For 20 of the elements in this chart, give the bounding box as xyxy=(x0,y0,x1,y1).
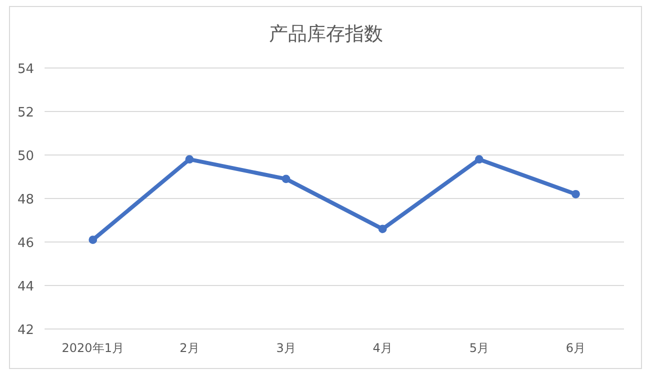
point xyxy=(88,236,98,244)
x-tick-label: 5月 xyxy=(469,341,489,355)
x-tick-label: 6月 xyxy=(566,341,586,355)
point xyxy=(572,190,580,198)
y-tick-label: 46 xyxy=(17,236,34,251)
y-tick-label: 50 xyxy=(17,149,34,164)
x-tick-label: 2020年1月 xyxy=(62,341,124,355)
y-tick-label: 42 xyxy=(17,323,34,338)
point xyxy=(474,155,484,164)
x-tick-label: 3月 xyxy=(276,341,296,355)
y-tick-label: 54 xyxy=(17,62,34,77)
point xyxy=(282,174,290,184)
title: 产品库存指数 xyxy=(269,23,383,45)
point xyxy=(185,155,194,164)
x-tick-label: 4月 xyxy=(372,341,392,355)
y-tick-label: 52 xyxy=(17,106,34,120)
point xyxy=(378,224,387,234)
y-tick-label: 44 xyxy=(17,280,34,294)
x-tick-label: 2月 xyxy=(180,341,200,355)
y-tick-label: 48 xyxy=(17,192,34,208)
